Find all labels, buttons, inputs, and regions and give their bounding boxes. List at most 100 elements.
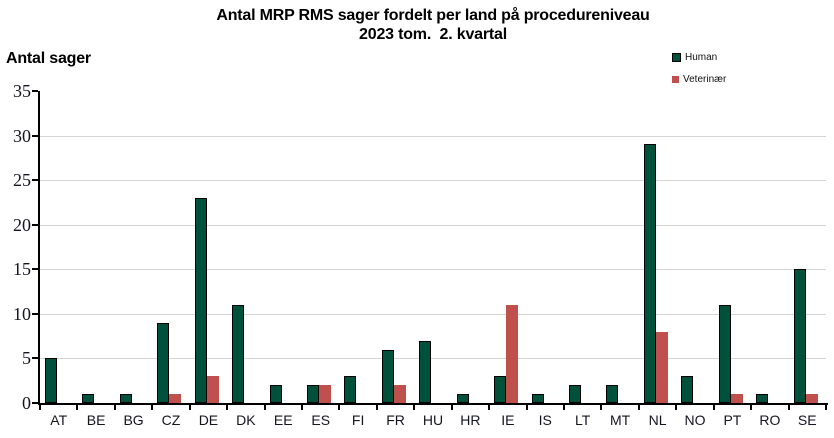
- bar-veterinaer-cz: [169, 394, 182, 403]
- y-axis-tick-0: [32, 402, 38, 404]
- bar-human-mt: [606, 385, 619, 403]
- gridline-5: [40, 358, 826, 360]
- y-tick-label-35: 35: [13, 81, 31, 101]
- y-axis-title: Antal sager: [6, 50, 91, 67]
- bar-human-fi: [344, 376, 357, 403]
- bar-human-no: [681, 376, 694, 403]
- y-axis-tick-30: [32, 134, 38, 137]
- bar-human-lt: [569, 385, 581, 403]
- y-tick-label-25: 25: [13, 170, 31, 191]
- bar-human-at: [45, 358, 57, 403]
- bar-human-is: [531, 394, 544, 403]
- y-tick-label-5: 5: [22, 348, 31, 369]
- y-axis-tick-35: [32, 90, 38, 92]
- x-axis-tick-7: [301, 405, 303, 410]
- x-axis-tick-15: [600, 405, 603, 410]
- x-axis-tick-8: [338, 405, 341, 410]
- x-axis-tick-6: [263, 405, 266, 410]
- y-tick-label-0: 0: [22, 393, 31, 413]
- x-category-label-ro: RO: [759, 412, 781, 428]
- x-category-label-nl: NL: [648, 412, 667, 428]
- x-category-label-bg: BG: [123, 412, 144, 428]
- x-axis-tick-1: [76, 405, 79, 410]
- bar-human-be: [82, 394, 95, 403]
- y-tick-label-30: 30: [13, 125, 31, 146]
- x-axis-tick-11: [450, 405, 453, 410]
- bar-human-ro: [756, 394, 769, 403]
- x-category-label-cz: CZ: [161, 412, 181, 428]
- chart-title: Antal MRP RMS sager fordelt per land på …: [40, 6, 826, 44]
- bar-human-hu: [419, 341, 432, 403]
- legend-label-veterinaer: Veterinær: [683, 74, 727, 85]
- x-axis-line: [38, 403, 828, 405]
- x-axis-tick-2: [113, 405, 116, 410]
- x-axis-tick-21: [825, 405, 827, 410]
- x-axis-tick-20: [787, 405, 790, 410]
- x-category-label-no: NO: [684, 412, 706, 428]
- bar-human-nl: [643, 144, 656, 403]
- y-axis-tick-15: [32, 268, 38, 271]
- x-category-label-dk: DK: [236, 412, 256, 428]
- x-category-label-fr: FR: [386, 412, 405, 428]
- y-tick-label-15: 15: [13, 259, 31, 280]
- bar-human-pt: [718, 305, 731, 403]
- x-axis-tick-3: [151, 405, 154, 410]
- legend-label-human: Human: [685, 52, 718, 63]
- x-category-label-be: BE: [86, 412, 106, 428]
- veterinaer-series-swatch-icon: [672, 76, 679, 83]
- gridline-25: [40, 180, 826, 182]
- x-axis-tick-13: [525, 405, 528, 410]
- y-axis-tick-10: [32, 312, 38, 315]
- x-axis-tick-9: [375, 405, 378, 410]
- x-category-label-hu: HU: [422, 412, 444, 428]
- x-axis-tick-12: [488, 405, 491, 410]
- gridline-15: [40, 269, 826, 271]
- x-category-label-mt: MT: [610, 412, 631, 428]
- bar-human-de: [194, 198, 207, 403]
- human-series-swatch-icon: [672, 53, 681, 62]
- x-category-label-pt: PT: [723, 412, 742, 428]
- x-axis-tick-0: [39, 405, 41, 410]
- x-axis-tick-19: [750, 405, 753, 410]
- bar-human-hr: [456, 394, 469, 403]
- bar-veterinaer-pt: [730, 394, 743, 403]
- x-axis-tick-10: [413, 405, 416, 410]
- bar-human-es: [307, 385, 319, 403]
- legend-item-veterinaer: Veterinær: [672, 74, 726, 85]
- bar-human-ie: [494, 376, 507, 403]
- bar-human-ee: [269, 385, 282, 403]
- x-category-label-se: SE: [797, 412, 817, 428]
- y-axis-tick-5: [32, 357, 38, 360]
- plot-area: 0 5 10 15 20 25 30 35 AT BE BG CZ DE DK EE ES FI FR HU HR IE…: [13, 81, 827, 428]
- gridline-30: [40, 135, 826, 137]
- x-category-label-ee: EE: [273, 412, 293, 428]
- bar-human-fr: [381, 350, 394, 403]
- x-category-label-lt: LT: [575, 412, 591, 428]
- chart-title-line1: Antal MRP RMS sager fordelt per land på …: [216, 7, 650, 24]
- gridline-20: [40, 224, 826, 226]
- x-axis-tick-18: [712, 405, 715, 410]
- x-category-label-at: AT: [50, 412, 68, 428]
- gridline-10: [40, 313, 826, 315]
- x-category-label-es: ES: [311, 412, 331, 428]
- x-category-label-ie: IE: [501, 412, 515, 428]
- x-category-label-fi: FI: [351, 412, 365, 428]
- bar-veterinaer-fr: [393, 385, 406, 403]
- bar-human-cz: [157, 323, 170, 403]
- x-category-label-hr: HR: [460, 412, 481, 428]
- chart-title-line2: 2023 tom. 2. kvartal: [359, 26, 507, 43]
- legend: Human Veterinær: [672, 52, 726, 96]
- x-axis-tick-14: [563, 405, 565, 410]
- legend-item-human: Human: [672, 52, 726, 63]
- bar-human-dk: [232, 305, 245, 403]
- bar-veterinaer-nl: [655, 332, 668, 403]
- x-axis-tick-17: [675, 405, 678, 410]
- y-tick-label-20: 20: [13, 214, 31, 235]
- x-axis-tick-5: [226, 405, 229, 410]
- bar-veterinaer-es: [319, 385, 331, 403]
- bar-veterinaer-se: [805, 394, 818, 403]
- x-category-label-de: DE: [198, 412, 219, 428]
- bar-human-se: [793, 269, 806, 403]
- y-axis-tick-20: [32, 223, 38, 226]
